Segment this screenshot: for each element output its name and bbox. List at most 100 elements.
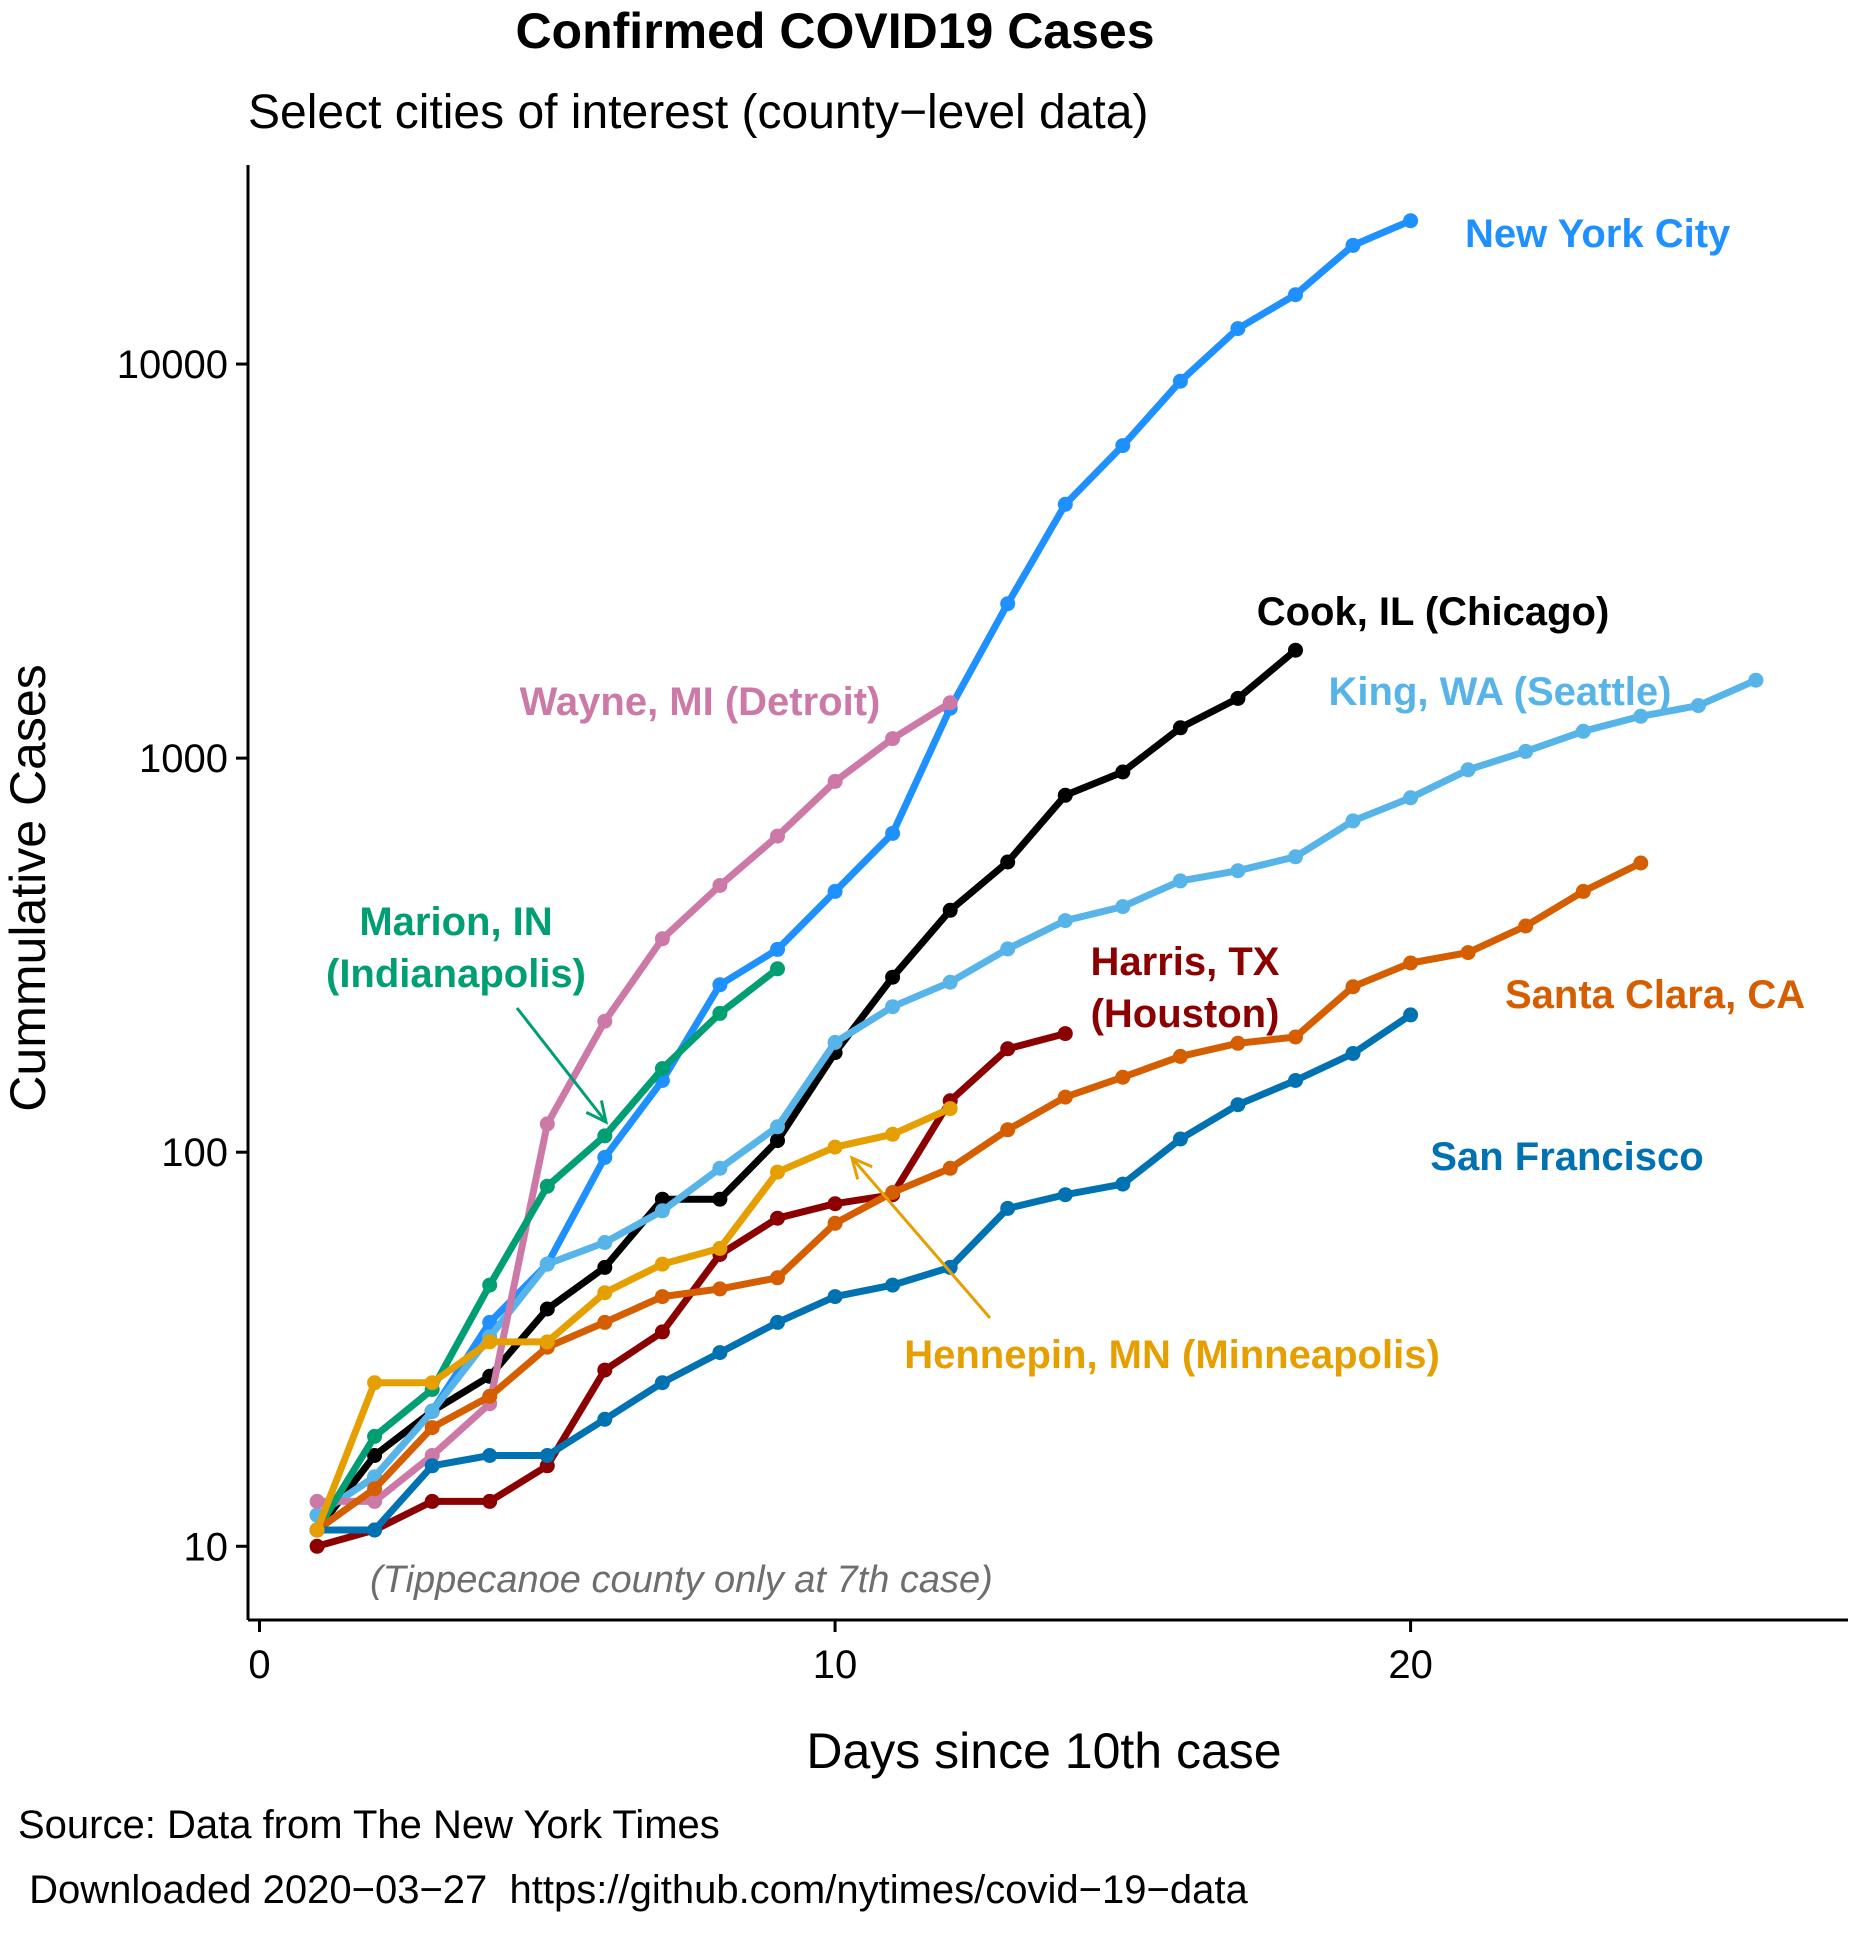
x-tick-label: 0: [248, 1643, 270, 1687]
data-point: [712, 1160, 728, 1176]
data-point: [885, 999, 901, 1015]
series-line: [313, 217, 1415, 1519]
data-point: [1633, 855, 1649, 871]
series-layer: [309, 213, 1764, 1554]
data-point: [424, 1458, 440, 1474]
data-point: [770, 1210, 785, 1226]
y-axis-title: Cummulative Cases: [0, 664, 56, 1111]
data-point: [1575, 723, 1591, 739]
data-point: [367, 1481, 383, 1497]
label-hennepin-mn-minneapolis: Hennepin, MN (Minneapolis): [904, 1333, 1440, 1377]
arrow-shaft: [515, 1007, 608, 1123]
data-point: [1057, 913, 1073, 929]
data-point: [654, 1289, 670, 1305]
data-point: [827, 1289, 843, 1305]
series-wayne-mi-detroit: [309, 695, 958, 1509]
x-tick-label: 10: [813, 1643, 858, 1687]
data-point: [1115, 1176, 1131, 1192]
data-point: [309, 1538, 325, 1554]
label-cook-il-chicago: Cook, IL (Chicago): [1257, 590, 1610, 634]
data-point: [770, 1164, 785, 1180]
data-point: [1403, 1007, 1419, 1023]
data-point: [942, 1259, 958, 1275]
data-point: [770, 1314, 785, 1330]
data-point: [942, 974, 958, 990]
data-point: [1575, 883, 1591, 899]
chart-title: Confirmed COVID19 Cases: [515, 3, 1154, 59]
arrow-head: [849, 1155, 873, 1180]
marion-arrow: [515, 1007, 609, 1125]
data-point: [1288, 1029, 1303, 1045]
hennepin-arrow: [849, 1155, 992, 1319]
data-point: [482, 1448, 498, 1463]
axes: 10 100 1000 10000 0 10 20: [117, 165, 1848, 1687]
data-point: [1230, 321, 1246, 337]
data-point: [1345, 237, 1361, 253]
label-harris-tx-houston: Harris, TX (Houston): [1091, 940, 1280, 1036]
data-point: [597, 1013, 613, 1029]
source-caption: Source: Data from The New York Times: [18, 1803, 720, 1847]
series-line: [313, 646, 1299, 1534]
data-point: [1230, 1097, 1246, 1113]
x-tick-label: 20: [1388, 1643, 1433, 1687]
label-line: Harris, TX: [1091, 940, 1280, 984]
data-point: [885, 825, 901, 841]
arrow-head: [585, 1100, 609, 1125]
data-point: [424, 1403, 440, 1419]
x-axis-title: Days since 10th case: [806, 1723, 1281, 1779]
series-labels: New York City Cook, IL (Chicago) King, WA …: [326, 212, 1805, 1377]
data-point: [654, 1061, 670, 1077]
data-point: [367, 1375, 383, 1391]
label-arrows: [515, 1007, 992, 1319]
data-point: [827, 883, 843, 899]
data-point: [597, 1362, 613, 1378]
data-point: [482, 1314, 498, 1330]
data-point: [1000, 941, 1016, 957]
data-point: [1000, 854, 1016, 870]
data-point: [1172, 873, 1188, 889]
series-cook-il-chicago: [309, 642, 1303, 1538]
data-point: [1057, 496, 1073, 512]
label-line: Hennepin, MN (Minneapolis): [904, 1333, 1440, 1377]
tippecanoe-note: (Tippecanoe county only at 7th case): [370, 1559, 993, 1601]
label-line: Santa Clara, CA: [1505, 973, 1805, 1017]
data-point: [827, 1139, 843, 1155]
label-santa-clara-ca: Santa Clara, CA: [1505, 973, 1805, 1017]
data-point: [1172, 1048, 1188, 1064]
data-point: [942, 695, 958, 711]
data-point: [1518, 918, 1534, 934]
data-point: [424, 1420, 440, 1436]
data-point: [1000, 596, 1016, 612]
label-san-francisco: San Francisco: [1430, 1135, 1703, 1179]
data-point: [1288, 1073, 1303, 1088]
data-point: [539, 1116, 555, 1132]
series-line: [313, 699, 954, 1505]
data-point: [1172, 1131, 1188, 1147]
data-point: [1057, 1187, 1073, 1203]
data-point: [597, 1149, 613, 1165]
data-point: [654, 1256, 670, 1272]
data-point: [1115, 1069, 1131, 1085]
series-santa-clara-ca: [309, 855, 1649, 1538]
data-point: [654, 931, 670, 947]
label-wayne-mi-detroit: Wayne, MI (Detroit): [520, 680, 881, 724]
data-point: [424, 1493, 440, 1509]
label-line: (Indianapolis): [326, 952, 586, 996]
data-point: [712, 878, 728, 893]
data-point: [367, 1448, 383, 1463]
data-point: [1000, 1041, 1016, 1057]
data-point: [424, 1448, 440, 1463]
data-point: [1345, 1046, 1361, 1061]
data-point: [309, 1522, 325, 1538]
data-point: [482, 1334, 498, 1350]
data-point: [1690, 698, 1706, 714]
data-point: [712, 1191, 728, 1207]
data-point: [539, 1178, 555, 1194]
data-point: [1403, 213, 1419, 229]
data-point: [539, 1458, 555, 1474]
data-point: [367, 1428, 383, 1444]
label-line: Cook, IL (Chicago): [1257, 590, 1610, 634]
data-point: [770, 941, 785, 957]
data-point: [1460, 762, 1476, 778]
